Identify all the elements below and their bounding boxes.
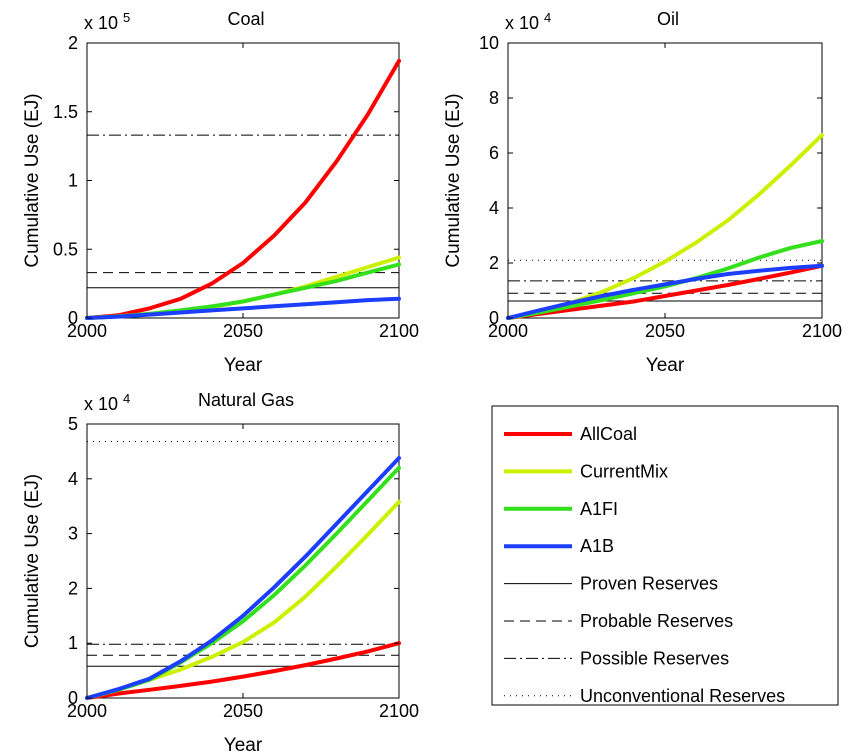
x-tick-label: 2100	[802, 321, 842, 341]
x-tick-label: 2000	[488, 321, 528, 341]
y-tick-label: 5	[68, 414, 78, 434]
y-tick-label: 0	[68, 308, 78, 328]
x-tick-label: 2050	[223, 701, 263, 721]
y-axis-label: Cumulative Use (EJ)	[22, 474, 43, 648]
legend-label-allcoal: AllCoal	[580, 424, 637, 444]
y-tick-label: 4	[489, 198, 499, 218]
chart-title: Natural Gas	[198, 390, 294, 410]
y-tick-label: 4	[68, 469, 78, 489]
y-tick-label: 1	[68, 633, 78, 653]
x-tick-label: 2050	[645, 321, 685, 341]
x-tick-label: 2100	[379, 321, 419, 341]
chart-title: Coal	[227, 9, 264, 29]
y-tick-label: 10	[479, 33, 499, 53]
series-line-a1fi	[85, 465, 401, 700]
x-axis-label: Year	[646, 355, 685, 376]
legend-box	[491, 405, 839, 706]
series-line-a1b	[85, 456, 401, 700]
series-line-allcoal	[85, 641, 401, 700]
y-tick-label: 0	[489, 308, 499, 328]
legend-label-unconventional-reserves: Unconventional Reserves	[580, 686, 785, 706]
x-axis-label: Year	[224, 735, 263, 755]
legend-label-a1b: A1B	[580, 536, 614, 556]
y-tick-label: 1	[68, 171, 78, 191]
y-tick-label: 8	[489, 88, 499, 108]
series-line-a1b	[85, 296, 401, 320]
y-tick-label: 2	[68, 33, 78, 53]
y-tick-label: 2	[489, 253, 499, 273]
y-tick-label: 1.5	[53, 102, 78, 122]
axis-multiplier: x 10 5	[84, 10, 130, 33]
series-line-currentmix	[506, 133, 824, 320]
y-tick-label: 0	[68, 688, 78, 708]
panel-oil: 2000 2050 2100 0 2 4 6 8 10 Oil x 10 4 Year Cumulati…	[443, 9, 842, 376]
x-axis-label: Year	[224, 355, 263, 376]
y-tick-label: 0.5	[53, 239, 78, 259]
series-line-currentmix	[85, 499, 401, 700]
y-axis-label: Cumulative Use (EJ)	[22, 93, 43, 267]
panel-natural-gas: 2000 2050 2100 0 1 2 3 4 5 Natural Gas x 10 4 Year C…	[22, 390, 419, 755]
panel-coal: 2000 2050 2100 0 0.5 1 1.5 2 Coal x 10 5 Year Cumul…	[22, 9, 419, 376]
series-line-allcoal	[85, 58, 401, 320]
x-tick-label: 2000	[67, 701, 107, 721]
y-axis-label: Cumulative Use (EJ)	[443, 93, 464, 267]
axis-multiplier: x 10 4	[505, 10, 551, 33]
x-tick-label: 2000	[67, 321, 107, 341]
legend-label-proven-reserves: Proven Reserves	[580, 574, 718, 594]
axis-multiplier: x 10 4	[84, 391, 130, 414]
chart-title: Oil	[657, 9, 679, 29]
y-tick-label: 3	[68, 524, 78, 544]
y-tick-label: 2	[68, 578, 78, 598]
legend: AllCoal CurrentMix A1FI A1B Proven Reserves P…	[491, 405, 839, 706]
axis-multiplier-exponent: 4	[544, 10, 551, 25]
x-tick-label: 2100	[379, 701, 419, 721]
legend-label-currentmix: CurrentMix	[580, 461, 668, 481]
x-tick-label: 2050	[223, 321, 263, 341]
legend-label-probable-reserves: Probable Reserves	[580, 611, 733, 631]
legend-label-possible-reserves: Possible Reserves	[580, 648, 729, 668]
axis-multiplier-exponent: 5	[123, 10, 130, 25]
y-tick-label: 6	[489, 143, 499, 163]
legend-label-a1fi: A1FI	[580, 499, 618, 519]
series-line-allcoal	[506, 263, 824, 320]
series-line-a1b	[506, 263, 824, 320]
axis-multiplier-exponent: 4	[123, 391, 130, 406]
